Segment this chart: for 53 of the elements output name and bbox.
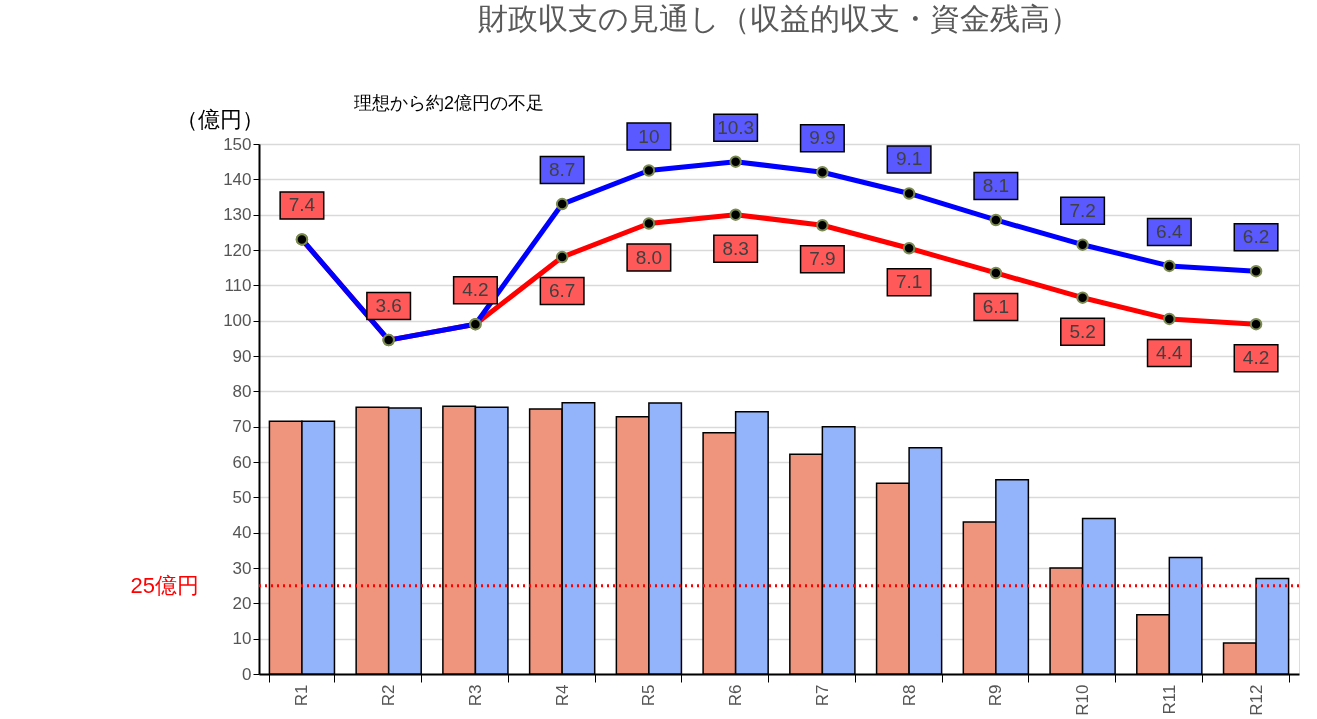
annotation: 4.4 bbox=[1156, 341, 1183, 363]
y-tick-label: 150 bbox=[223, 134, 252, 154]
x-tick-label: R6 bbox=[726, 684, 746, 707]
x-tick-label: R12 bbox=[1246, 684, 1266, 716]
annotation: 10 bbox=[638, 125, 660, 147]
annotation: 5.2 bbox=[1069, 320, 1096, 342]
x-tick-label: R4 bbox=[552, 684, 572, 707]
ref-line-label: 25億円 bbox=[130, 572, 199, 598]
annotation: 6.1 bbox=[982, 295, 1010, 317]
annotation: 7.1 bbox=[895, 271, 923, 293]
chart-title: 財政収支の見通し（収益的収支・資金残高） bbox=[478, 2, 1080, 35]
annotation: 4.2 bbox=[462, 279, 489, 301]
y-tick-label: 120 bbox=[223, 240, 252, 260]
x-tick-label: R1 bbox=[292, 684, 312, 707]
annotation: 9.1 bbox=[895, 148, 923, 170]
annotation: 7.4 bbox=[288, 194, 316, 216]
y-tick-label: 20 bbox=[232, 593, 252, 613]
y-tick-label: 130 bbox=[223, 205, 252, 225]
y-tick-label: 70 bbox=[232, 417, 252, 437]
y-tick-label: 100 bbox=[223, 311, 252, 331]
text: 理想から約2億円の不足 bbox=[353, 93, 545, 113]
x-tick-label: R3 bbox=[465, 684, 485, 707]
x-tick-label: R7 bbox=[812, 684, 832, 707]
annotation: 7.2 bbox=[1069, 199, 1096, 221]
y-tick-label: 40 bbox=[232, 523, 252, 543]
annotation: 6.2 bbox=[1242, 226, 1270, 248]
x-tick-label: R9 bbox=[986, 684, 1006, 707]
y-tick-label: 10 bbox=[232, 629, 252, 649]
y-axis-title: （億円） bbox=[176, 107, 264, 132]
annotation: 3.6 bbox=[375, 295, 402, 317]
y-tick-label: 140 bbox=[223, 169, 252, 189]
y-tick-label: 50 bbox=[232, 487, 252, 507]
x-tick-label: R11 bbox=[1159, 684, 1179, 715]
y-tick-label: 80 bbox=[232, 381, 252, 401]
x-tick-label: R8 bbox=[899, 684, 919, 707]
annotation: 8.3 bbox=[722, 237, 749, 259]
annotation: 9.9 bbox=[809, 127, 836, 149]
annotation: 8.1 bbox=[982, 174, 1010, 196]
y-tick-label: 60 bbox=[232, 452, 252, 472]
y-tick-label: 90 bbox=[232, 346, 252, 366]
y-tick-label: 110 bbox=[224, 275, 252, 295]
x-tick-label: R10 bbox=[1073, 684, 1093, 716]
annotation: 7.9 bbox=[809, 248, 836, 270]
annotation: 8.7 bbox=[548, 159, 576, 181]
annotation: 6.7 bbox=[548, 280, 576, 302]
annotation: 8.0 bbox=[635, 246, 663, 268]
annotation: 10.3 bbox=[717, 116, 755, 138]
annotation: 4.2 bbox=[1242, 347, 1270, 369]
y-tick-label: 30 bbox=[232, 558, 252, 578]
x-tick-label: R5 bbox=[639, 684, 659, 707]
annotation: 6.4 bbox=[1156, 220, 1183, 242]
y-tick-label: 0 bbox=[242, 664, 252, 684]
x-tick-label: R2 bbox=[379, 684, 399, 707]
